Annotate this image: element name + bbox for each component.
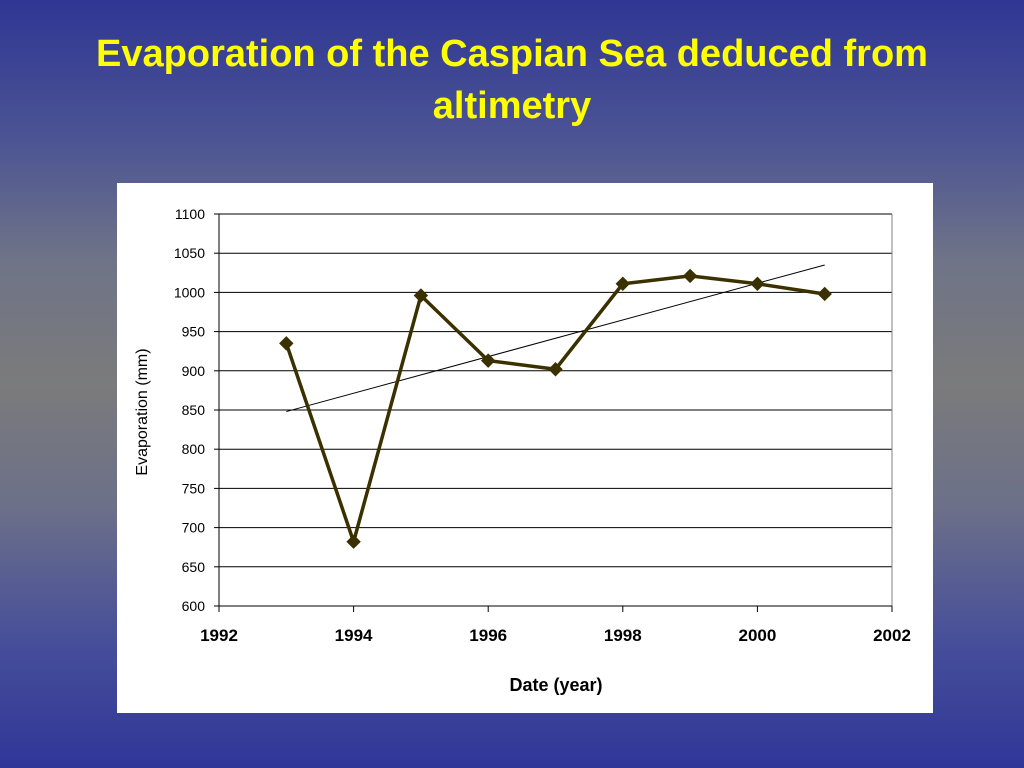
y-tick-label-600: 600 <box>182 598 206 614</box>
series-line <box>284 274 825 548</box>
data-point-1997 <box>548 362 563 377</box>
axes <box>214 213 893 612</box>
trendline <box>286 264 825 413</box>
y-tick-label-850: 850 <box>182 402 206 418</box>
tick-labels: 600 650 700 750 800 850 900 950 1000 1050 1100 1992… <box>174 206 911 645</box>
y-tick-label-650: 650 <box>182 559 206 575</box>
trendline-segment <box>286 264 825 413</box>
y-tick-label-900: 900 <box>182 363 206 379</box>
evaporation-chart: 600 650 700 750 800 850 900 950 1000 1050 1100 1992… <box>134 206 911 695</box>
y-tick-label-1100: 1100 <box>175 206 205 222</box>
x-tick-label-1992: 1992 <box>200 626 238 645</box>
data-point-1999 <box>682 268 698 284</box>
y-tick-label-950: 950 <box>182 324 206 340</box>
data-point-2001 <box>817 286 832 302</box>
data-point-1998 <box>615 276 631 291</box>
slide-title-line-1: Evaporation of the Caspian Sea deduced f… <box>96 33 928 75</box>
data-point-2000 <box>750 276 765 291</box>
grid-lines <box>219 213 892 568</box>
data-point-1995 <box>413 288 429 303</box>
y-tick-label-800: 800 <box>182 441 206 457</box>
x-tick-label-2000: 2000 <box>738 626 776 645</box>
y-tick-label-700: 700 <box>182 520 206 536</box>
data-series <box>279 268 832 549</box>
x-tick-label-1998: 1998 <box>604 626 642 645</box>
y-tick-label-1000: 1000 <box>174 284 205 300</box>
y-axis-title: Evaporation (mm) <box>134 348 151 475</box>
chart-panel: 600 650 700 750 800 850 900 950 1000 1050 1100 1992… <box>117 183 933 713</box>
x-tick-label-1994: 1994 <box>335 626 373 645</box>
y-tick-label-1050: 1050 <box>174 245 205 261</box>
x-axis-title: Date (year) <box>509 675 602 695</box>
data-point-1996 <box>480 353 496 368</box>
y-tick-label-750: 750 <box>182 480 206 496</box>
x-tick-label-2002: 2002 <box>873 626 911 645</box>
data-point-1993 <box>279 336 294 351</box>
x-tick-label-1996: 1996 <box>469 626 507 645</box>
data-point-1994 <box>346 534 361 549</box>
slide-title: Evaporation of the Caspian Sea deduced f… <box>0 28 1024 132</box>
slide-title-line-2: altimetry <box>432 85 592 127</box>
